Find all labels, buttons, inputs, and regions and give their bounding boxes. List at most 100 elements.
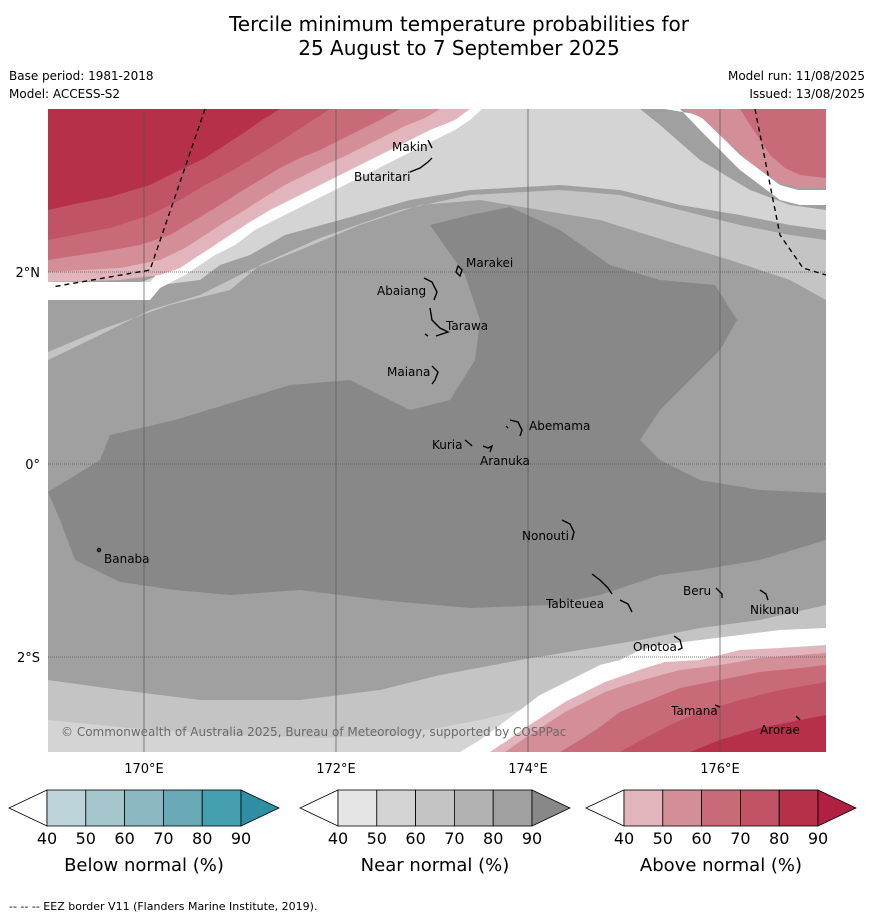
label-nonouti: Nonouti: [522, 529, 569, 543]
label-maiana: Maiana: [387, 365, 430, 379]
label-tamana: Tamana: [670, 704, 718, 718]
colorbar-above-tick-label: 70: [730, 829, 750, 848]
colorbar-above-segment: [778, 789, 819, 827]
colorbar-above-normal: Above normal (%) 40 50 60 70 80 90: [585, 789, 857, 876]
label-marakei: Marakei: [466, 256, 513, 270]
label-kuria: Kuria: [432, 438, 463, 452]
colorbar-below-title: Below normal (%): [64, 855, 224, 876]
issued-date: Issued: 13/08/2025: [749, 87, 865, 101]
white-band-south: [460, 628, 826, 752]
lon-tick-labels: 170°E 172°E 174°E 176°E: [124, 762, 740, 777]
colorbar-below-segment: [46, 789, 87, 827]
colorbar-below-tick-label: 80: [192, 829, 212, 848]
colorbar-below-segment: [201, 789, 242, 827]
label-beru: Beru: [683, 584, 711, 598]
lat-label-2s: 2°S: [17, 651, 40, 666]
lon-label-174e: 174°E: [508, 762, 548, 777]
colorbar-below-normal: Below normal (%) 40 50 60 70 80 90: [8, 789, 280, 876]
colorbar-near-arrow-low: [299, 789, 339, 827]
colorbar-near-tick-label: 40: [328, 829, 348, 848]
island-nonouti: [561, 519, 575, 541]
colorbar-below-arrow-low: [8, 789, 48, 827]
island-makin: [427, 139, 433, 149]
island-arorae: [795, 715, 801, 721]
colorbar-near-tick-label: 90: [522, 829, 542, 848]
island-banaba: [96, 547, 102, 553]
label-abemama: Abemama: [529, 419, 590, 433]
title-line-1: Tercile minimum temperature probabilitie…: [228, 12, 690, 36]
place-labels: Makin Butaritari Marakei Abaiang Tarawa …: [104, 140, 800, 737]
island-aranuka: [482, 444, 494, 453]
eez-border: [51, 109, 826, 288]
white-band-north-east: [665, 109, 826, 205]
label-aranuka: Aranuka: [480, 454, 530, 468]
island-tabiteuea: [591, 573, 633, 613]
above-normal-80-north-west: [48, 109, 280, 210]
colorbar-above-segment: [623, 789, 664, 827]
colorbar-below-tick-label: 60: [114, 829, 134, 848]
colorbar-above-title: Above normal (%): [640, 855, 802, 876]
lat-lon-grid: [143, 109, 721, 752]
island-onotoa: [673, 635, 683, 651]
eez-border-west: [51, 109, 206, 288]
label-arorae: Arorae: [760, 723, 800, 737]
lat-grid: [48, 271, 826, 658]
colorbar-above-arrow-low: [585, 789, 625, 827]
colorbar-above-tick-label: 50: [653, 829, 673, 848]
colorbar-above-segment: [701, 789, 741, 827]
colorbar-below-segment: [162, 789, 203, 827]
model-name: Model: ACCESS-S2: [9, 87, 121, 101]
colorbar-above-arrow-high: [817, 789, 857, 827]
label-nikunau: Nikunau: [750, 603, 799, 617]
island-beru: [715, 587, 723, 598]
colorbar-above-segment: [740, 789, 780, 827]
map-area: Makin Butaritari Marakei Abaiang Tarawa …: [48, 109, 826, 752]
colorbar-near-tick-label: 80: [483, 829, 503, 848]
colorbar-near-title: Near normal (%): [361, 855, 510, 876]
colorbar-below-arrow-high: [240, 789, 280, 827]
label-tarawa: Tarawa: [445, 319, 488, 333]
above-normal-80-south-east: [690, 715, 826, 752]
colorbar-below-tick-label: 50: [76, 829, 96, 848]
colorbar-near-segment: [337, 789, 378, 827]
colorbar-above-tick-label: 40: [614, 829, 634, 848]
model-run: Model run: 11/08/2025: [727, 69, 865, 83]
near-normal-40-band-north: [48, 109, 826, 300]
lon-label-176e: 176°E: [700, 762, 740, 777]
eez-footnote: -- -- -- EEZ border V11 (Flanders Marine…: [9, 900, 318, 913]
lat-label-2n: 2°N: [16, 266, 41, 281]
lon-label-172e: 172°E: [316, 762, 356, 777]
meta-right: Model run: 11/08/2025 Issued: 13/08/2025: [728, 67, 865, 103]
island-tarawa: [424, 307, 450, 337]
island-kuria: [464, 439, 473, 447]
near-normal-70-region: [48, 207, 826, 608]
islands: [96, 139, 801, 721]
map-title: Tercile minimum temperature probabilitie…: [0, 12, 873, 60]
colorbar-below-tick-label: 40: [37, 829, 57, 848]
island-maiana: [431, 365, 439, 385]
colorbar-near-segment: [415, 789, 455, 827]
lat-label-0: 0°: [25, 458, 40, 473]
colorbar-above-tick-label: 80: [769, 829, 789, 848]
island-abemama: [505, 419, 523, 437]
label-makin: Makin: [392, 140, 428, 154]
colorbar-near-arrow-high: [531, 789, 571, 827]
meta-left: Base period: 1981-2018 Model: ACCESS-S2: [9, 67, 154, 103]
colorbar-below-segment: [124, 789, 164, 827]
island-abaiang: [423, 277, 438, 301]
label-abaiang: Abaiang: [377, 284, 426, 298]
copyright-notice: © Commonwealth of Australia 2025, Bureau…: [61, 725, 566, 739]
island-nikunau: [759, 589, 769, 601]
colorbar-below-segment: [85, 789, 126, 827]
colorbar-near-segment: [492, 789, 533, 827]
island-marakei: [455, 264, 463, 278]
island-tamana: [714, 704, 721, 708]
colorbar-near-tick-label: 60: [405, 829, 425, 848]
lon-label-170e: 170°E: [124, 762, 164, 777]
lat-tick-labels: 2°N 0° 2°S: [16, 266, 41, 666]
colorbar-above-tick-label: 60: [691, 829, 711, 848]
label-onotoa: Onotoa: [633, 640, 677, 654]
label-banaba: Banaba: [104, 552, 150, 566]
base-period: Base period: 1981-2018: [9, 69, 154, 83]
